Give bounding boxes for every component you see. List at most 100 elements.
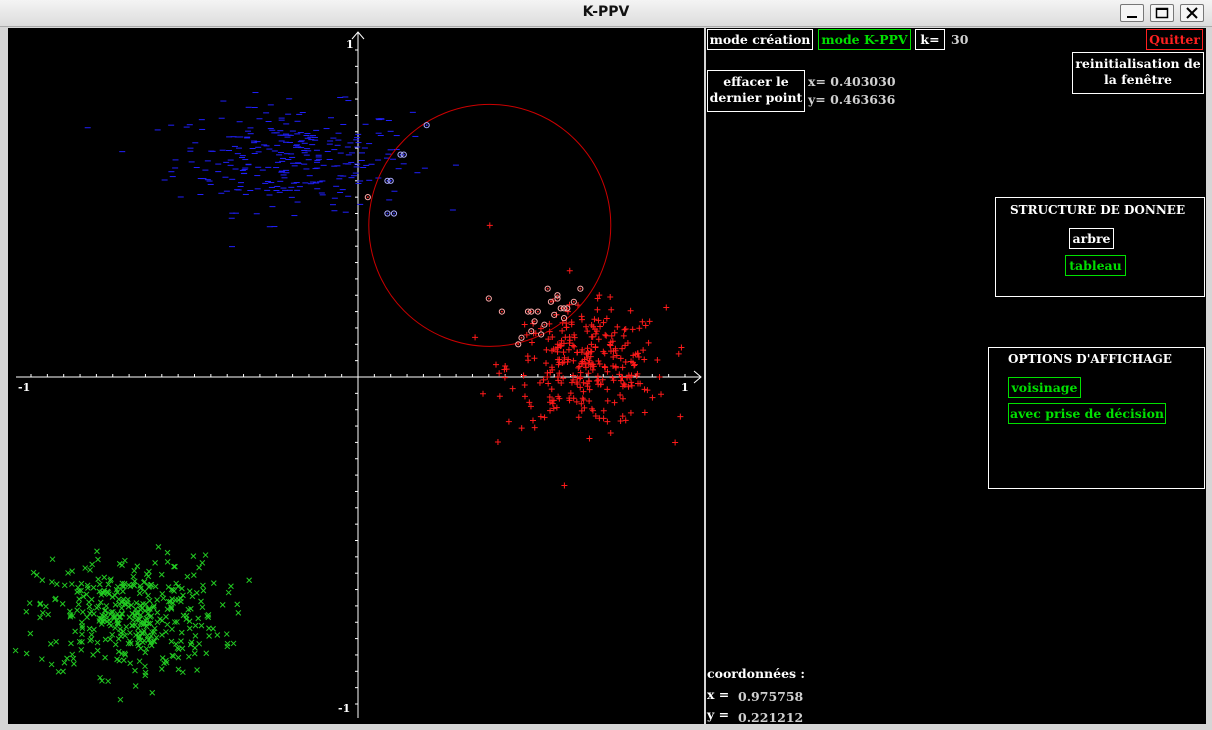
scatter-plot-canvas[interactable]: -1 1 1 -1 <box>8 28 704 724</box>
neighbor-point <box>551 311 558 318</box>
point-plus <box>520 372 527 379</box>
point-plus <box>570 395 577 402</box>
minimize-button[interactable] <box>1120 4 1144 22</box>
point-plus <box>527 403 534 410</box>
point-cross <box>95 576 102 583</box>
point-cross <box>91 626 97 633</box>
neighbor-center <box>543 323 546 326</box>
neighbor-point <box>400 151 407 158</box>
point-plus <box>570 357 577 364</box>
point-plus <box>625 383 632 390</box>
point-cross <box>120 657 127 664</box>
neighbor-center <box>563 317 565 320</box>
point-plus <box>543 346 550 353</box>
point-plus <box>550 346 557 353</box>
point-plus <box>580 379 587 386</box>
point-plus <box>596 292 603 299</box>
structure-option-arbre[interactable]: arbre <box>1069 228 1114 249</box>
point-cross <box>205 614 212 621</box>
point-plus <box>540 376 547 383</box>
point-plus <box>641 386 648 393</box>
point-cross <box>173 641 179 647</box>
k-label[interactable]: k= <box>915 29 945 50</box>
point-cross <box>74 607 81 614</box>
point-cross <box>164 606 171 613</box>
point-cross <box>185 606 192 613</box>
neighbor-center <box>386 212 389 215</box>
neighbor-center <box>556 294 559 297</box>
point-plus <box>621 381 628 388</box>
point-plus <box>549 334 556 341</box>
point-cross <box>78 580 85 587</box>
erase-last-point-button[interactable]: effacer le dernier point <box>707 70 805 112</box>
point-cross <box>246 577 253 584</box>
point-cross <box>86 603 93 610</box>
point-cross <box>97 674 103 681</box>
point-cross <box>103 603 110 609</box>
point-plus <box>631 362 638 369</box>
point-cross <box>53 581 60 587</box>
point-plus <box>592 412 599 419</box>
point-cross <box>174 645 181 651</box>
point-plus <box>548 364 555 371</box>
point-cross <box>117 614 124 620</box>
close-button[interactable] <box>1180 4 1204 22</box>
point-plus <box>505 418 512 425</box>
point-cross <box>121 650 128 657</box>
point-cross <box>143 571 150 578</box>
structure-option-tableau[interactable]: tableau <box>1065 255 1126 276</box>
point-plus <box>607 430 614 437</box>
point-cross <box>116 560 123 567</box>
option-prise-de-decision[interactable]: avec prise de décision <box>1008 403 1166 424</box>
point-cross <box>147 620 154 627</box>
point-cross <box>178 629 185 636</box>
point-plus <box>578 400 585 407</box>
point-plus <box>649 394 656 401</box>
point-cross <box>168 586 175 593</box>
point-cross <box>79 639 85 645</box>
neighbor-center <box>540 333 543 336</box>
option-voisinage[interactable]: voisinage <box>1008 377 1081 398</box>
point-plus <box>523 331 530 338</box>
point-cross <box>193 590 200 596</box>
data-structure-box: STRUCTURE DE DONNEE arbre tableau <box>995 197 1205 297</box>
point-plus <box>546 393 553 400</box>
point-cross <box>90 584 97 591</box>
point-plus <box>509 385 516 392</box>
point-plus <box>622 359 629 366</box>
point-plus <box>518 425 525 432</box>
point-plus <box>579 395 586 402</box>
mode-kppv-button[interactable]: mode K-PPV <box>818 29 911 50</box>
point-cross <box>95 556 101 563</box>
point-plus <box>561 482 568 489</box>
point-plus <box>560 340 567 347</box>
point-plus <box>600 407 607 414</box>
point-cross <box>165 598 172 605</box>
point-cross <box>82 565 89 571</box>
mode-creation-button[interactable]: mode création <box>707 29 813 50</box>
point-plus <box>547 407 554 414</box>
point-plus <box>588 333 595 340</box>
neighbor-center <box>550 300 552 303</box>
point-cross <box>112 641 119 648</box>
point-plus <box>617 377 624 384</box>
point-cross <box>180 669 186 676</box>
point-cross <box>116 600 123 607</box>
quit-button[interactable]: Quitter <box>1146 29 1203 50</box>
tick-label-x-min: -1 <box>18 381 30 394</box>
point-cross <box>118 605 125 611</box>
point-plus <box>545 380 552 387</box>
coords-x-value: 0.975758 <box>738 689 804 704</box>
reset-window-button[interactable]: reinitialisation de la fenêtre <box>1072 52 1204 94</box>
point-cross <box>154 597 160 603</box>
point-cross <box>76 596 83 602</box>
point-plus <box>604 368 611 375</box>
point-cross <box>76 638 83 645</box>
point-plus <box>563 324 570 331</box>
point-cross <box>161 660 167 666</box>
neighbor-center <box>579 287 582 290</box>
point-cross <box>219 602 226 608</box>
maximize-button[interactable] <box>1150 4 1174 22</box>
neighbor-center <box>389 179 392 182</box>
point-cross <box>68 640 74 647</box>
